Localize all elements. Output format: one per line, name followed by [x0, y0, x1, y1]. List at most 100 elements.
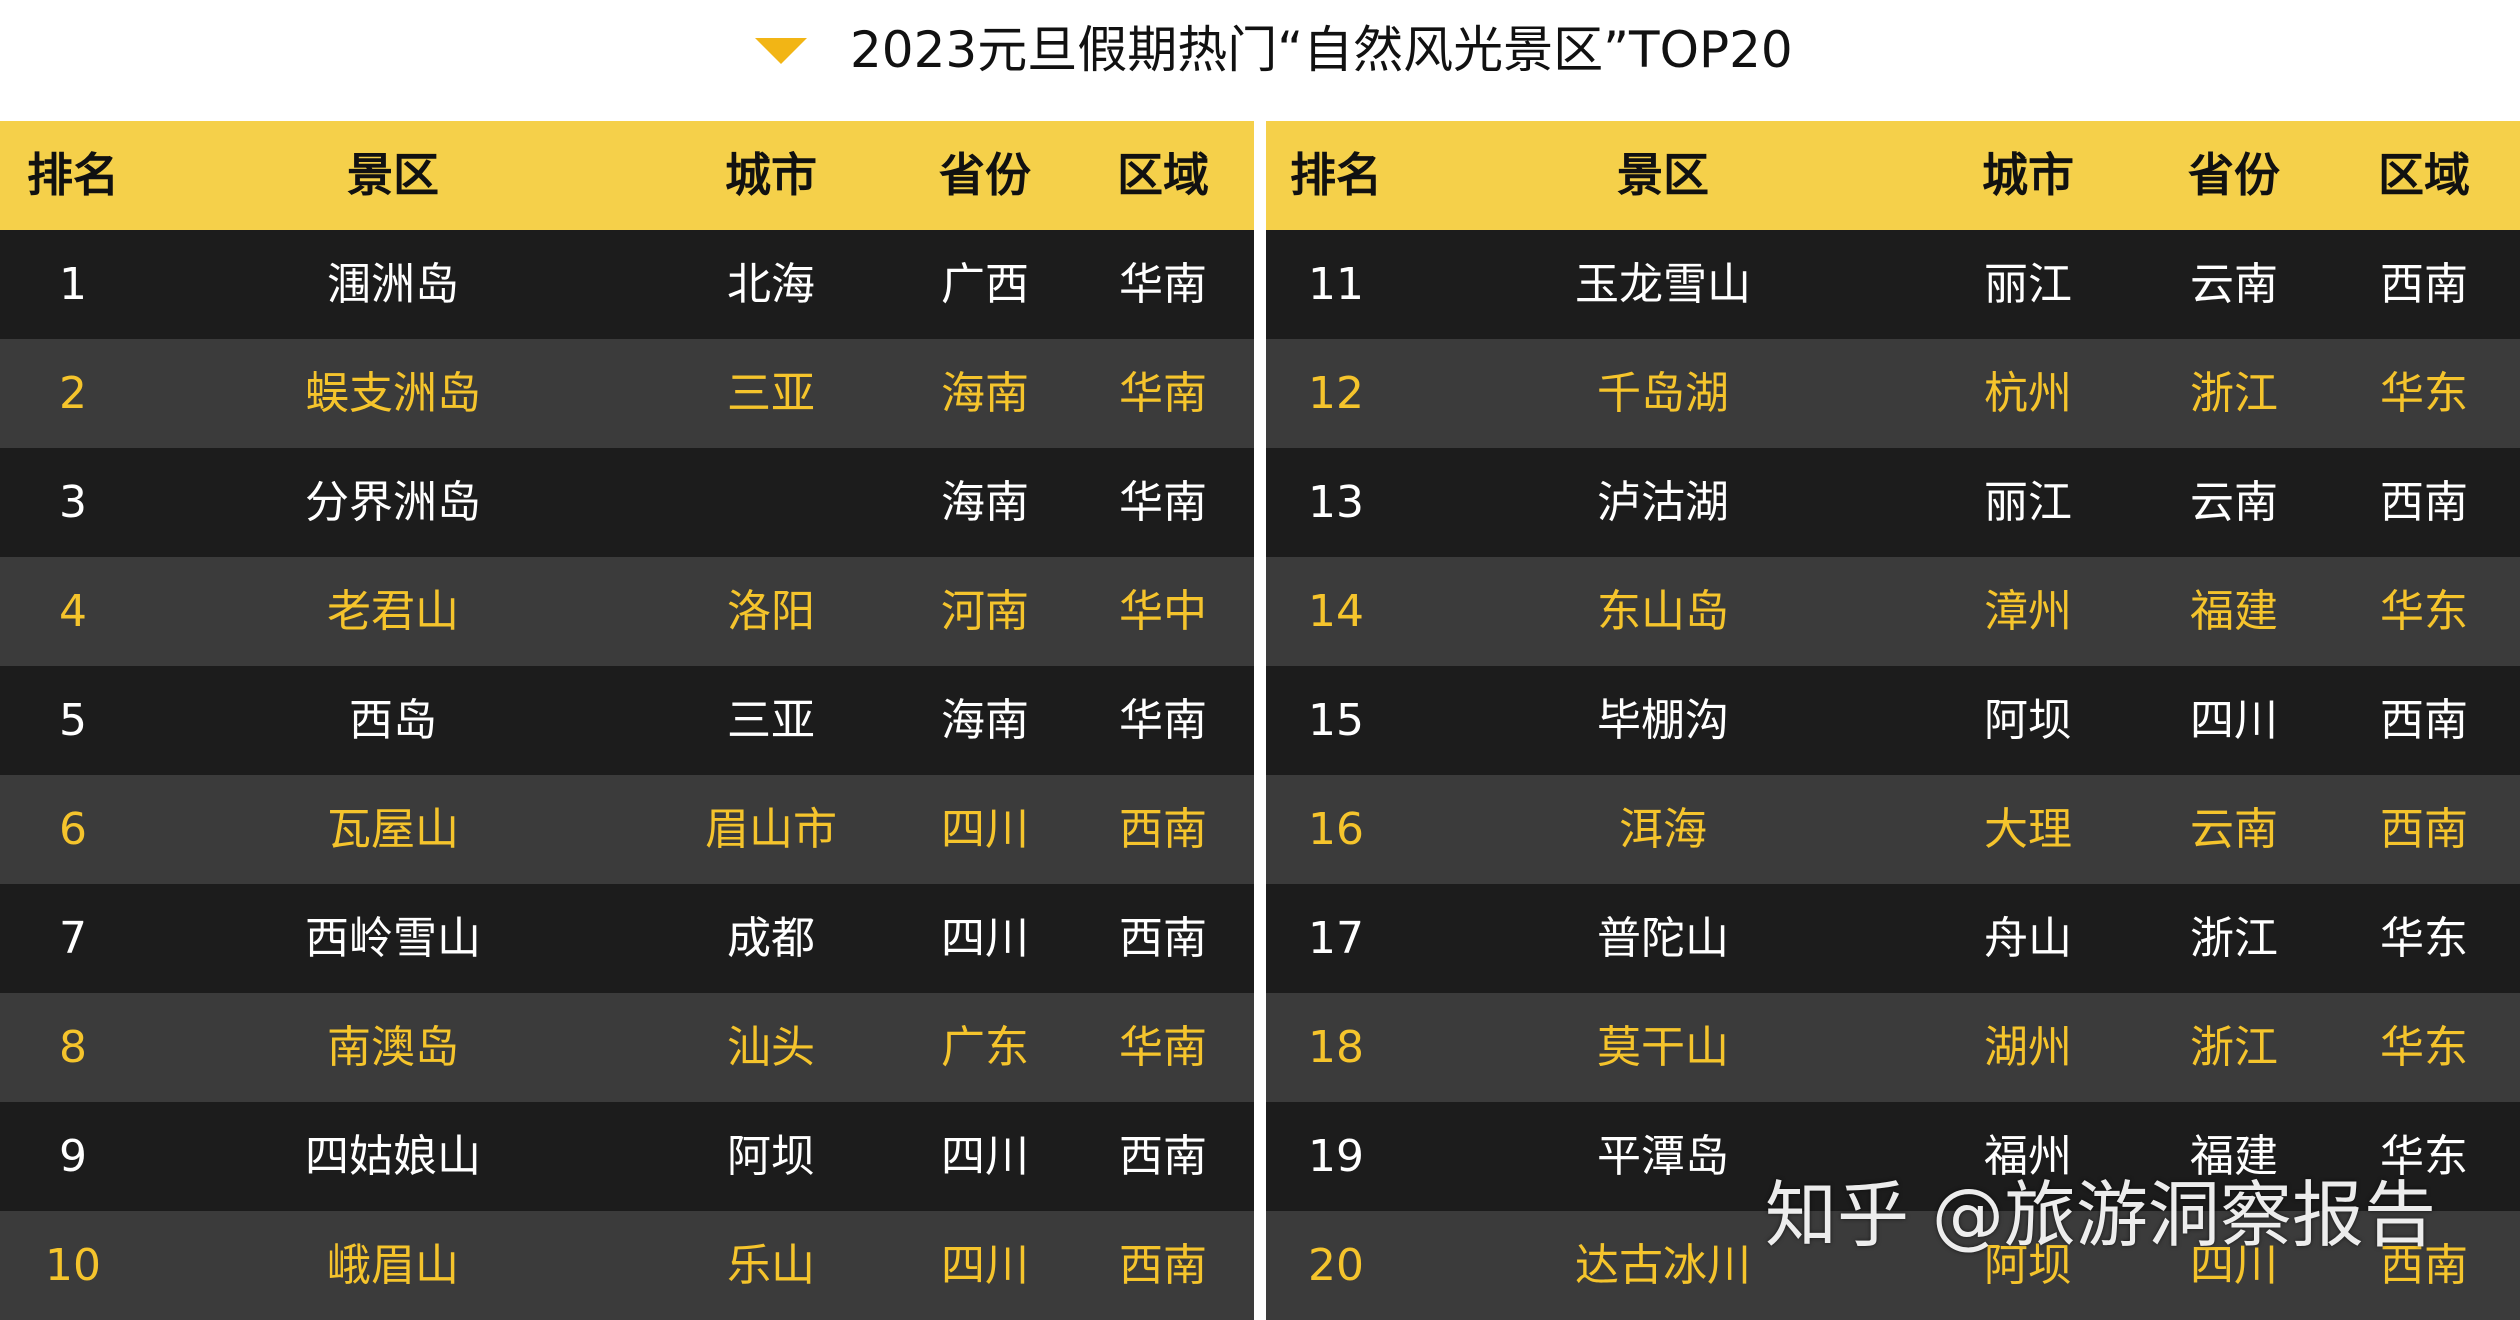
table-row: 18 莫干山 湖州 浙江 华东 — [1266, 993, 2520, 1102]
cell-rank: 3 — [59, 477, 87, 528]
cell-scenic: 平潭岛 — [1597, 1131, 1729, 1182]
table-row: 2 蜈支洲岛 三亚 海南 华南 — [0, 339, 1254, 448]
cell-region: 华东 — [2380, 1131, 2468, 1182]
cell-rank: 18 — [1308, 1022, 1364, 1073]
cell-rank: 8 — [59, 1022, 87, 1073]
cell-scenic: 毕棚沟 — [1597, 695, 1729, 746]
cell-province: 四川 — [941, 1131, 1029, 1182]
cell-region: 西南 — [1119, 804, 1207, 855]
table-row: 13 泸沽湖 丽江 云南 西南 — [1266, 448, 2520, 557]
cell-region: 西南 — [2380, 259, 2468, 310]
header-region: 区域 — [2378, 148, 2470, 202]
cell-city: 漳州 — [1984, 586, 2072, 637]
cell-province: 四川 — [941, 1240, 1029, 1291]
cell-region: 西南 — [1119, 1131, 1207, 1182]
table-row: 6 瓦屋山 眉山市 四川 西南 — [0, 775, 1254, 884]
table-row: 16 洱海 大理 云南 西南 — [1266, 775, 2520, 884]
header-rank: 排名 — [27, 148, 119, 202]
cell-rank: 6 — [59, 804, 87, 855]
cell-scenic: 蜈支洲岛 — [305, 368, 481, 419]
cell-province: 福建 — [2190, 1131, 2278, 1182]
cell-province: 浙江 — [2190, 1022, 2278, 1073]
table-left: 排名 景区 城市 省份 区域 1 涠洲岛 北海 广西 华南 2 蜈支洲岛 三亚 海南 华南 3 分界洲… — [0, 121, 1254, 1320]
cell-region: 西南 — [1119, 913, 1207, 964]
cell-scenic: 四姑娘山 — [305, 1131, 481, 1182]
table-header: 排名 景区 城市 省份 区域 — [0, 121, 1254, 230]
cell-region: 华南 — [1119, 477, 1207, 528]
cell-scenic: 东山岛 — [1597, 586, 1729, 637]
cell-scenic: 涠洲岛 — [327, 259, 459, 310]
cell-province: 海南 — [941, 368, 1029, 419]
cell-region: 华东 — [2380, 368, 2468, 419]
cell-region: 西南 — [2380, 1240, 2468, 1291]
header-scenic: 景区 — [1617, 148, 1709, 202]
header-province: 省份 — [939, 148, 1031, 202]
cell-city: 大理 — [1984, 804, 2072, 855]
cell-region: 华南 — [1119, 259, 1207, 310]
cell-rank: 10 — [45, 1240, 101, 1291]
cell-province: 海南 — [941, 477, 1029, 528]
cell-rank: 20 — [1308, 1240, 1364, 1291]
cell-scenic: 千岛湖 — [1597, 368, 1729, 419]
cell-city: 丽江 — [1984, 259, 2072, 310]
cell-scenic: 西岭雪山 — [305, 913, 481, 964]
cell-city: 杭州 — [1984, 368, 2072, 419]
cell-scenic: 玉龙雪山 — [1575, 259, 1751, 310]
cell-rank: 19 — [1308, 1131, 1364, 1182]
table-row: 11 玉龙雪山 丽江 云南 西南 — [1266, 230, 2520, 339]
cell-province: 福建 — [2190, 586, 2278, 637]
watermark: 知乎 @旅游洞察报告 — [1765, 1173, 2436, 1257]
cell-province: 河南 — [941, 586, 1029, 637]
table-header: 排名 景区 城市 省份 区域 — [1266, 121, 2520, 230]
table-row: 4 老君山 洛阳 河南 华中 — [0, 557, 1254, 666]
header-city: 城市 — [1982, 148, 2074, 202]
cell-rank: 14 — [1308, 586, 1364, 637]
table-row: 8 南澳岛 汕头 广东 华南 — [0, 993, 1254, 1102]
cell-scenic: 峨眉山 — [327, 1240, 459, 1291]
cell-city: 丽江 — [1984, 477, 2072, 528]
cell-scenic: 泸沽湖 — [1597, 477, 1729, 528]
table-row: 14 东山岛 漳州 福建 华东 — [1266, 557, 2520, 666]
header-region: 区域 — [1117, 148, 1209, 202]
cell-province: 四川 — [941, 913, 1029, 964]
cell-region: 华东 — [2380, 913, 2468, 964]
cell-region: 西南 — [2380, 477, 2468, 528]
cell-rank: 5 — [59, 695, 87, 746]
cell-scenic: 分界洲岛 — [305, 477, 481, 528]
cell-rank: 1 — [59, 259, 87, 310]
down-triangle-icon — [755, 38, 807, 64]
cell-scenic: 瓦屋山 — [327, 804, 459, 855]
cell-region: 华中 — [1119, 586, 1207, 637]
title-bar: 2023元旦假期热门“自然风光景区”TOP20 — [0, 0, 2520, 120]
table-row: 5 西岛 三亚 海南 华南 — [0, 666, 1254, 775]
header-rank: 排名 — [1290, 148, 1382, 202]
cell-city: 福州 — [1984, 1131, 2072, 1182]
cell-rank: 13 — [1308, 477, 1364, 528]
cell-city: 阿坝 — [1984, 695, 2072, 746]
cell-region: 华东 — [2380, 586, 2468, 637]
cell-province: 四川 — [941, 804, 1029, 855]
cell-scenic: 普陀山 — [1597, 913, 1729, 964]
table-row: 15 毕棚沟 阿坝 四川 西南 — [1266, 666, 2520, 775]
cell-rank: 16 — [1308, 804, 1364, 855]
cell-city: 成都 — [727, 913, 815, 964]
cell-scenic: 老君山 — [327, 586, 459, 637]
cell-province: 广西 — [941, 259, 1029, 310]
table-row: 20 达古冰川 阿坝 四川 西南 — [1266, 1211, 2520, 1320]
cell-rank: 7 — [59, 913, 87, 964]
cell-rank: 11 — [1308, 259, 1364, 310]
cell-province: 浙江 — [2190, 913, 2278, 964]
cell-region: 西南 — [2380, 695, 2468, 746]
cell-province: 浙江 — [2190, 368, 2278, 419]
cell-city: 北海 — [727, 259, 815, 310]
cell-rank: 9 — [59, 1131, 87, 1182]
table-row: 12 千岛湖 杭州 浙江 华东 — [1266, 339, 2520, 448]
cell-rank: 15 — [1308, 695, 1364, 746]
cell-city: 阿坝 — [1984, 1240, 2072, 1291]
cell-city: 三亚 — [727, 368, 815, 419]
cell-rank: 17 — [1308, 913, 1364, 964]
cell-city: 眉山市 — [705, 804, 837, 855]
table-row: 19 平潭岛 福州 福建 华东 — [1266, 1102, 2520, 1211]
cell-province: 云南 — [2190, 804, 2278, 855]
cell-scenic: 南澳岛 — [327, 1022, 459, 1073]
